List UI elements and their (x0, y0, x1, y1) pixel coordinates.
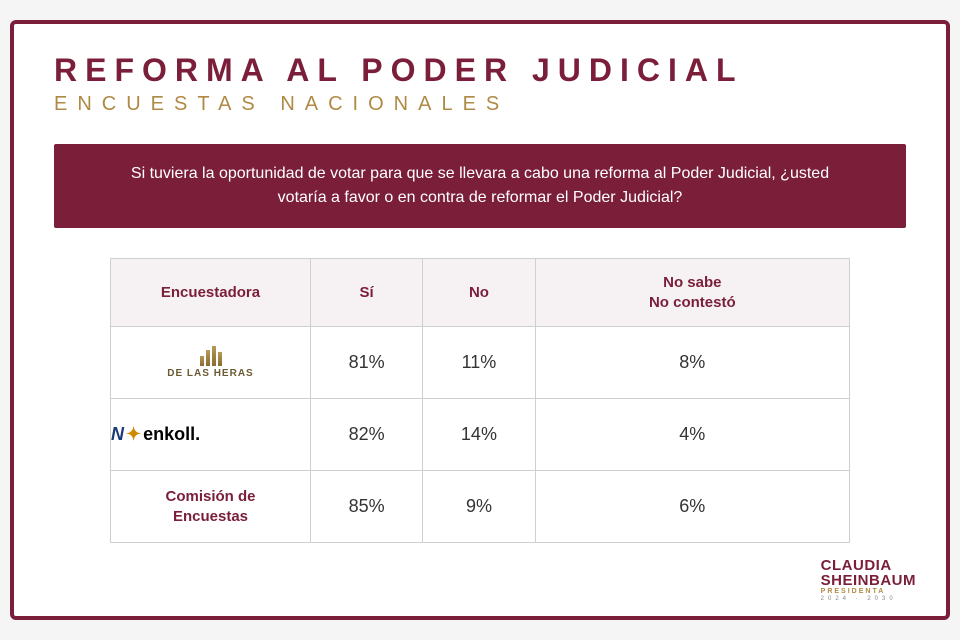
col-nsnc-l1: No sabe (663, 274, 721, 291)
pollster-cell-heras: DE LAS HERAS (111, 327, 311, 399)
footer-line3: PRESIDENTA (821, 588, 916, 595)
poll-table-wrap: Encuestadora Sí No No sabe No contestó DE… (54, 258, 906, 543)
table-row: N✦enkoll. 82% 14% 4% (111, 399, 850, 471)
footer-line2: SHEINBAUM (821, 573, 916, 588)
enkoll-n-icon: N (111, 424, 124, 445)
pollster-cell-comision: Comisión de Encuestas (111, 471, 311, 543)
cell-no: 11% (423, 327, 535, 399)
col-no: No (423, 259, 535, 327)
footer-brand-logo: CLAUDIA SHEINBAUM PRESIDENTA 2024 · 2030 (821, 558, 916, 602)
cell-si: 81% (311, 327, 423, 399)
heras-text: DE LAS HERAS (167, 368, 253, 379)
enkoll-text: enkoll. (143, 424, 200, 445)
table-row: Comisión de Encuestas 85% 9% 6% (111, 471, 850, 543)
cell-nsnc: 8% (535, 327, 849, 399)
poll-question: Si tuviera la oportunidad de votar para … (54, 144, 906, 228)
cell-nsnc: 4% (535, 399, 849, 471)
slide-frame: REFORMA AL PODER JUDICIAL ENCUESTAS NACI… (10, 20, 950, 620)
table-row: DE LAS HERAS 81% 11% 8% (111, 327, 850, 399)
col-nsnc: No sabe No contestó (535, 259, 849, 327)
col-nsnc-l2: No contestó (649, 294, 736, 311)
heras-icon (198, 346, 224, 366)
poll-table: Encuestadora Sí No No sabe No contestó DE… (110, 258, 850, 543)
enkoll-logo: N✦enkoll. (111, 424, 310, 445)
col-si: Sí (311, 259, 423, 327)
slide-title: REFORMA AL PODER JUDICIAL (54, 52, 906, 89)
heras-logo: DE LAS HERAS (111, 346, 310, 379)
cell-nsnc: 6% (535, 471, 849, 543)
cell-no: 9% (423, 471, 535, 543)
slide-subtitle: ENCUESTAS NACIONALES (54, 93, 906, 116)
comision-l1: Comisión de (165, 488, 255, 505)
cell-si: 82% (311, 399, 423, 471)
footer-line4: 2024 · 2030 (821, 596, 916, 602)
cell-si: 85% (311, 471, 423, 543)
comision-text: Comisión de Encuestas (111, 487, 310, 526)
comision-l2: Encuestas (173, 508, 248, 525)
pollster-cell-enkoll: N✦enkoll. (111, 399, 311, 471)
col-pollster: Encuestadora (111, 259, 311, 327)
footer-line1: CLAUDIA (821, 558, 916, 573)
enkoll-k-icon: ✦ (126, 424, 141, 445)
cell-no: 14% (423, 399, 535, 471)
